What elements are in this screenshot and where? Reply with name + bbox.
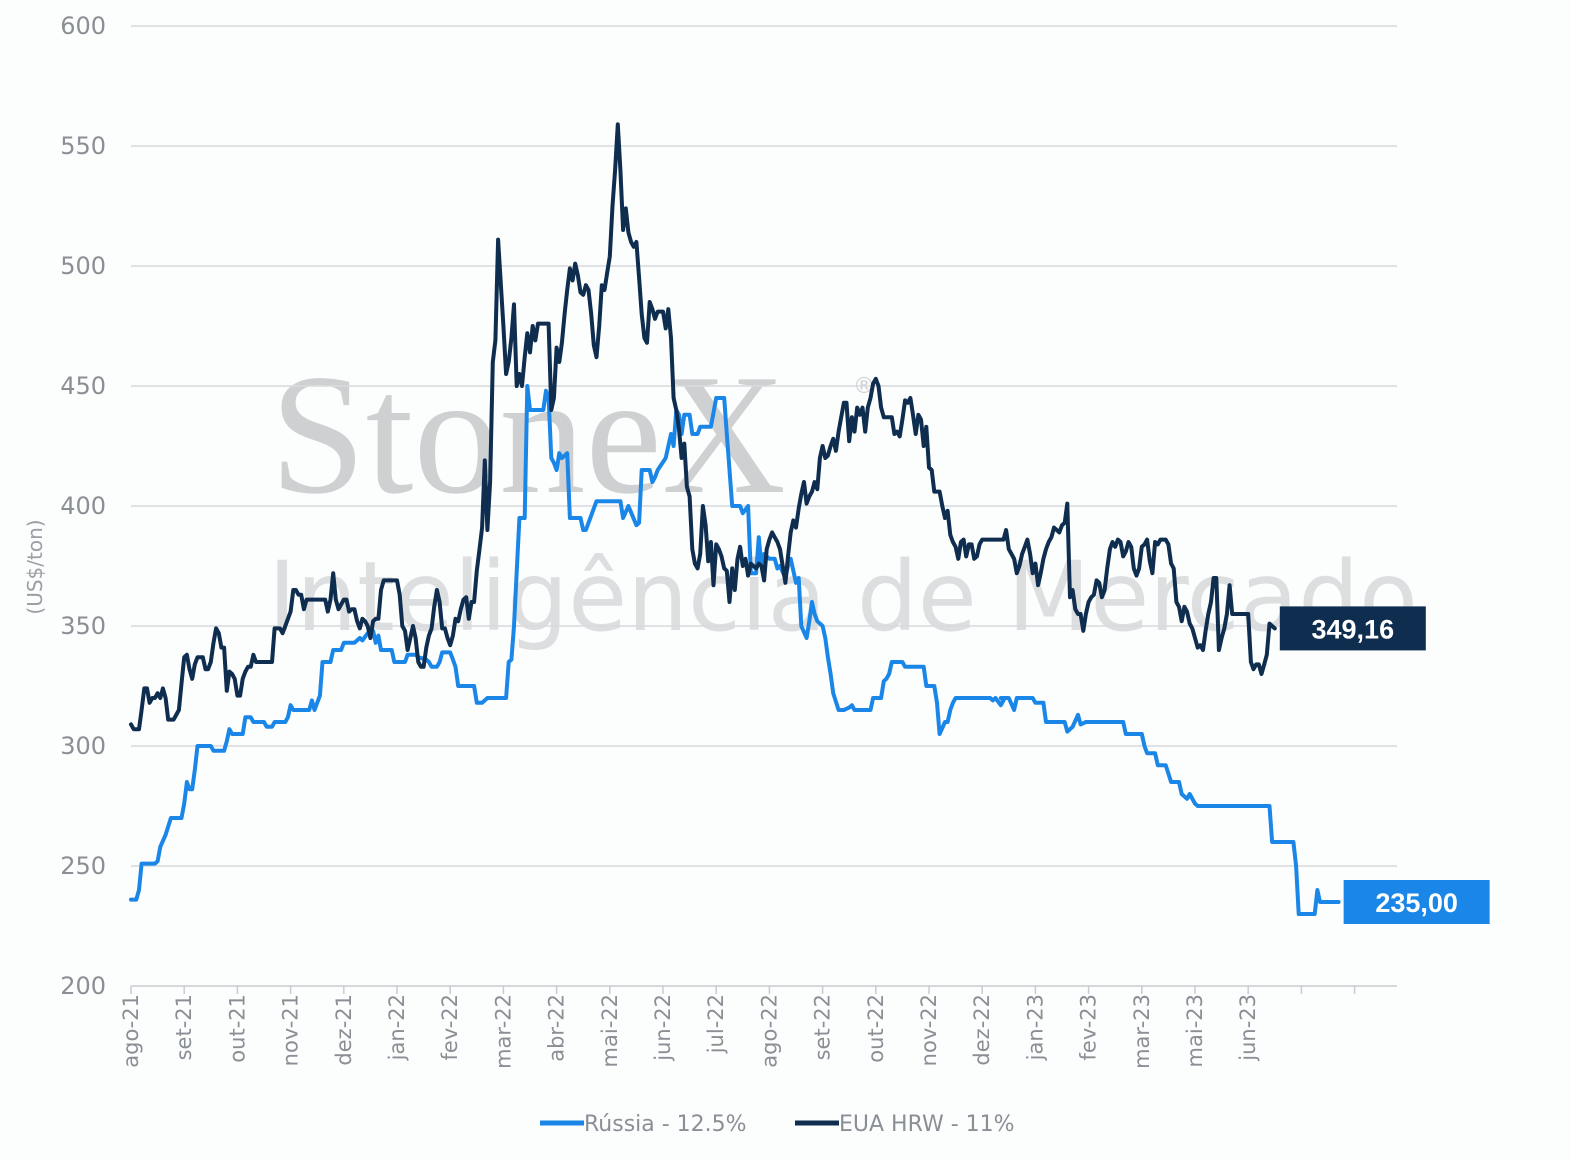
watermark-tagline: Inteligência de Mercado (268, 541, 1418, 653)
x-tick-label: nov-21 (279, 994, 303, 1066)
last-value-badges: 235,00 349,16 (1279, 606, 1490, 924)
x-tick-label: mar-22 (491, 994, 515, 1069)
x-tick-label: dez-22 (970, 994, 994, 1066)
x-tick-label: dez-21 (332, 994, 356, 1066)
x-tick-label: mai-23 (1183, 994, 1207, 1067)
legend-label: EUA HRW - 11% (839, 1112, 1015, 1137)
legend: Rússia - 12.5% EUA HRW - 11% (540, 1112, 1015, 1137)
y-tick-label: 500 (60, 252, 106, 280)
last-value-badge (1343, 880, 1490, 924)
y-tick-label: 300 (60, 732, 106, 760)
x-tick-label: ago-22 (757, 994, 781, 1068)
last-value-badge (1279, 606, 1426, 651)
last-value-label: 349,16 (1312, 614, 1395, 644)
y-axis-label: (US$/ton) (23, 519, 47, 614)
series-line (129, 122, 1277, 732)
x-tick-label: fev-23 (1077, 994, 1101, 1060)
x-tick-label: jun-22 (651, 994, 675, 1062)
x-tick-label: jun-23 (1236, 994, 1260, 1062)
stonex-watermark: StoneX ® Inteligência de Mercado (268, 340, 1418, 653)
y-axis-ticks: 200 250 300 350 400 450 500 550 600 (60, 12, 106, 1000)
x-tick-label: jan-23 (1023, 994, 1047, 1061)
gridlines (131, 25, 1397, 867)
x-tick-label: fev-22 (438, 994, 462, 1060)
x-tick-label: jan-22 (385, 994, 409, 1061)
y-tick-label: 600 (60, 12, 106, 40)
x-tick-label: mar-23 (1130, 994, 1154, 1069)
y-tick-label: 350 (60, 612, 106, 640)
y-tick-label: 400 (60, 492, 106, 520)
x-tick-label: out-22 (864, 994, 888, 1063)
series-line (129, 384, 1341, 916)
y-tick-label: 250 (60, 852, 106, 880)
x-tick-label: set-22 (811, 994, 835, 1060)
y-tick-label: 450 (60, 372, 106, 400)
x-tick-label: abr-22 (545, 994, 569, 1062)
x-axis: ago-21 set-21 out-21 nov-21 dez-21 jan-22 fev-… (119, 985, 1397, 1069)
series-layer (129, 122, 1341, 916)
x-tick-label: mai-22 (598, 994, 622, 1067)
last-value-label: 235,00 (1375, 888, 1458, 918)
y-tick-label: 550 (60, 132, 106, 160)
y-tick-label: 200 (60, 972, 106, 1000)
x-tick-label: nov-22 (917, 994, 941, 1066)
x-tick-label: jul-22 (704, 994, 728, 1054)
legend-label: Rússia - 12.5% (584, 1112, 747, 1137)
x-tick-label: out-21 (225, 994, 249, 1063)
x-tick-label: ago-21 (119, 994, 143, 1068)
x-tick-label: set-21 (172, 994, 196, 1060)
